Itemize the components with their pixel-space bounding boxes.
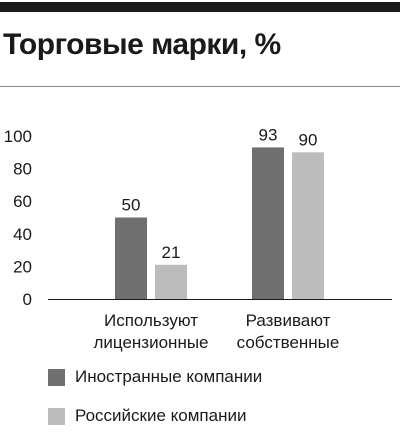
y-tick-label: 100 [4,127,32,146]
y-tick-label: 20 [13,257,32,276]
bar-russian [292,152,324,299]
legend-item-foreign: Иностранные компании [48,367,262,387]
x-tick-label: лицензионные [94,333,209,352]
y-tick-label: 40 [13,225,32,244]
legend-swatch-foreign [48,368,65,386]
bar-foreign [115,217,147,299]
bar-chart: 0 20 40 60 80 100 50 93 21 90 Используют лицензионн… [4,125,392,352]
legend-label-russian: Российские компании [75,406,247,425]
bar-russian [155,264,187,299]
data-label: 93 [259,125,278,144]
bar-foreign [252,147,284,299]
legend-swatch-russian [48,407,65,425]
data-label: 21 [162,243,181,262]
x-tick-label: собственные [237,333,340,352]
legend: Иностранные компании Российские компании [48,367,262,445]
y-tick-label: 60 [13,192,32,211]
data-label: 90 [299,130,318,149]
legend-label-foreign: Иностранные компании [75,367,263,386]
top-rule [0,2,400,12]
x-tick-label: Развивают [246,311,331,330]
legend-item-russian: Российские компании [48,406,262,426]
x-tick-label: Используют [104,311,198,330]
y-tick-label: 80 [13,160,32,179]
y-tick-label: 0 [23,290,32,309]
data-label: 50 [122,196,141,215]
title-divider [0,86,400,87]
chart-title: Торговые марки, % [3,28,281,61]
